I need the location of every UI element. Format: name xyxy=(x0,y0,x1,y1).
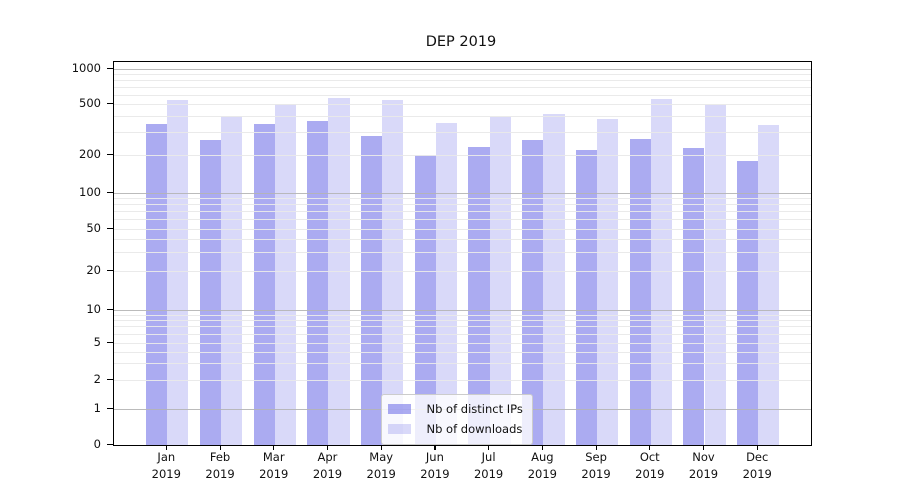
bar-downloads-sep-2019 xyxy=(597,119,619,445)
x-tick-aug-2019 xyxy=(541,445,544,450)
y-tick-100 xyxy=(107,191,113,193)
bars-layer xyxy=(114,62,812,445)
bar-downloads-feb-2019 xyxy=(221,116,243,445)
bar-distinct-ips-mar-2019 xyxy=(253,123,275,445)
bar-downloads-oct-2019 xyxy=(650,99,672,445)
legend-swatch-downloads xyxy=(387,424,411,434)
bar-distinct-ips-dec-2019 xyxy=(737,160,759,445)
bar-downloads-may-2019 xyxy=(382,99,404,445)
bar-distinct-ips-apr-2019 xyxy=(307,121,329,445)
bar-distinct-ips-aug-2019 xyxy=(522,139,544,445)
y-tick-1 xyxy=(107,407,113,409)
plot-area: Nb of distinct IPs Nb of downloads xyxy=(112,61,812,446)
y-tick-label-100: 100 xyxy=(79,184,101,199)
bar-distinct-ips-jun-2019 xyxy=(414,155,436,445)
legend-swatch-distinct-ips xyxy=(387,404,411,414)
y-tick-20 xyxy=(107,269,113,271)
legend-entry-distinct-ips: Nb of distinct IPs xyxy=(387,399,523,419)
y-tick-10 xyxy=(107,308,113,310)
y-tick-1000 xyxy=(107,67,113,69)
x-tick-label-aug-2019: Aug 2019 xyxy=(527,450,557,481)
bar-downloads-mar-2019 xyxy=(274,104,296,445)
x-tick-label-feb-2019: Feb 2019 xyxy=(205,450,235,481)
bar-distinct-ips-jan-2019 xyxy=(146,123,168,445)
bar-distinct-ips-nov-2019 xyxy=(683,148,705,445)
x-tick-label-apr-2019: Apr 2019 xyxy=(312,450,343,481)
bar-downloads-aug-2019 xyxy=(543,114,565,445)
y-tick-label-2: 2 xyxy=(93,371,101,386)
y-tick-5 xyxy=(107,341,113,343)
x-tick-label-nov-2019: Nov 2019 xyxy=(688,450,719,481)
bar-distinct-ips-jul-2019 xyxy=(468,146,490,445)
y-tick-0 xyxy=(107,443,113,445)
bar-downloads-apr-2019 xyxy=(328,98,350,445)
x-tick-sep-2019 xyxy=(595,445,597,450)
x-tick-label-jan-2019: Jan 2019 xyxy=(151,450,181,481)
x-tick-jun-2019 xyxy=(434,445,436,450)
y-tick-label-500: 500 xyxy=(79,96,101,111)
x-tick-label-dec-2019: Dec 2019 xyxy=(742,450,772,481)
x-tick-label-mar-2019: Mar 2019 xyxy=(259,450,289,481)
y-tick-label-10: 10 xyxy=(86,301,101,316)
bar-distinct-ips-sep-2019 xyxy=(575,149,598,445)
y-tick-label-50: 50 xyxy=(86,220,101,235)
x-tick-label-may-2019: May 2019 xyxy=(366,450,396,481)
bar-downloads-jan-2019 xyxy=(167,99,189,445)
x-tick-jan-2019 xyxy=(165,445,167,450)
x-tick-label-oct-2019: Oct 2019 xyxy=(635,450,665,481)
legend-label-downloads: Nb of downloads xyxy=(426,422,523,436)
x-tick-may-2019 xyxy=(380,445,382,450)
bar-distinct-ips-may-2019 xyxy=(360,135,383,445)
x-tick-nov-2019 xyxy=(703,445,705,450)
x-tick-oct-2019 xyxy=(649,445,651,450)
bar-distinct-ips-oct-2019 xyxy=(629,138,651,445)
y-tick-50 xyxy=(107,227,113,229)
y-tick-label-200: 200 xyxy=(79,146,101,161)
x-tick-mar-2019 xyxy=(273,445,275,450)
x-tick-feb-2019 xyxy=(219,445,221,450)
chart-title: DEP 2019 xyxy=(425,34,497,50)
y-tick-2 xyxy=(107,378,113,380)
x-tick-jul-2019 xyxy=(488,445,490,450)
y-tick-label-1000: 1000 xyxy=(71,60,101,75)
bar-downloads-nov-2019 xyxy=(704,104,726,445)
x-tick-label-sep-2019: Sep 2019 xyxy=(581,450,611,481)
x-tick-label-jul-2019: Jul 2019 xyxy=(473,450,504,481)
legend: Nb of distinct IPs Nb of downloads xyxy=(380,394,533,445)
y-tick-label-5: 5 xyxy=(93,334,101,349)
x-tick-dec-2019 xyxy=(756,445,758,450)
legend-label-distinct-ips: Nb of distinct IPs xyxy=(426,402,523,416)
y-tick-label-0: 0 xyxy=(93,436,101,451)
bar-downloads-dec-2019 xyxy=(758,125,780,445)
y-tick-label-1: 1 xyxy=(93,400,101,415)
x-tick-label-jun-2019: Jun 2019 xyxy=(420,450,450,481)
x-tick-apr-2019 xyxy=(326,445,329,450)
y-tick-500 xyxy=(107,103,113,105)
y-tick-200 xyxy=(107,153,113,155)
bar-downloads-jun-2019 xyxy=(435,122,458,445)
y-tick-label-20: 20 xyxy=(86,262,101,277)
bar-distinct-ips-feb-2019 xyxy=(199,140,221,445)
legend-entry-downloads: Nb of downloads xyxy=(387,419,523,439)
